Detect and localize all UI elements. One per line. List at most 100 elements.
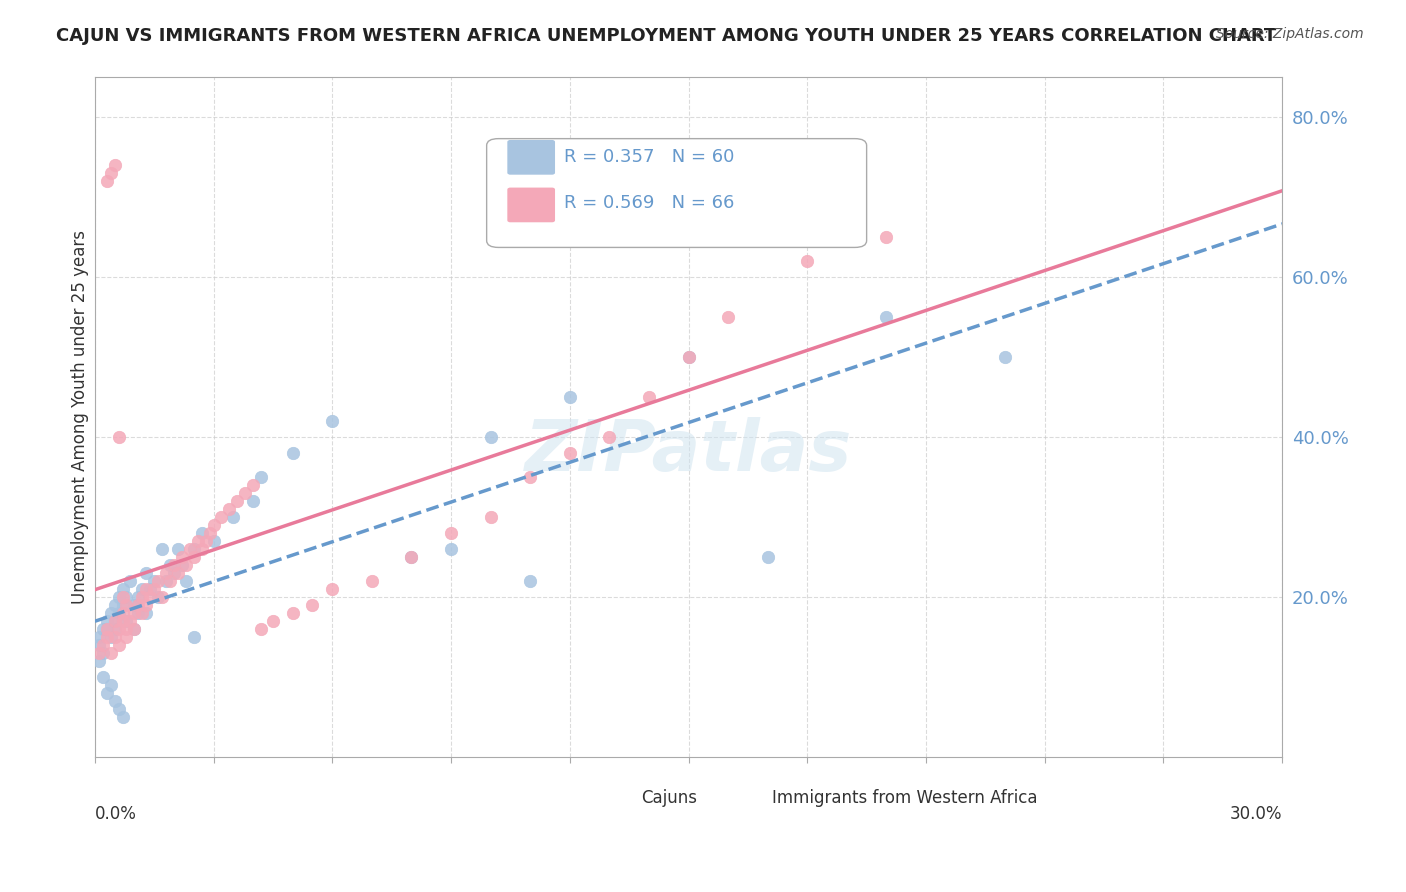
Point xyxy=(179,542,201,557)
Point xyxy=(124,623,146,637)
Point xyxy=(115,623,138,637)
Point xyxy=(440,526,463,541)
Text: ZIPatlas: ZIPatlas xyxy=(524,417,852,486)
Point xyxy=(120,615,142,629)
Point xyxy=(107,639,129,653)
FancyBboxPatch shape xyxy=(508,188,554,221)
Point xyxy=(103,615,125,629)
FancyBboxPatch shape xyxy=(602,786,638,811)
Point xyxy=(111,599,134,613)
Point xyxy=(107,623,129,637)
Point xyxy=(135,566,157,581)
Point xyxy=(100,647,122,661)
Point xyxy=(678,351,700,365)
Point xyxy=(202,518,225,533)
Point xyxy=(139,582,162,597)
Point xyxy=(96,623,118,637)
Point xyxy=(401,550,423,565)
Point xyxy=(159,574,181,589)
Point xyxy=(103,615,125,629)
Point xyxy=(100,678,122,692)
Point xyxy=(875,230,897,244)
Point xyxy=(115,615,138,629)
Point xyxy=(994,351,1017,365)
Point xyxy=(146,591,169,605)
Point xyxy=(301,599,323,613)
Point xyxy=(124,599,146,613)
Point xyxy=(401,550,423,565)
Point xyxy=(124,607,146,621)
Point xyxy=(150,542,173,557)
Point xyxy=(202,534,225,549)
Point xyxy=(198,526,221,541)
Point xyxy=(558,391,581,405)
Point xyxy=(111,591,134,605)
Point xyxy=(440,542,463,557)
Point xyxy=(167,542,190,557)
Point xyxy=(281,446,304,460)
Point xyxy=(183,542,205,557)
Point xyxy=(103,623,125,637)
Point xyxy=(250,623,273,637)
Point xyxy=(127,591,149,605)
Point xyxy=(242,478,264,492)
Point xyxy=(155,574,177,589)
Point xyxy=(131,582,153,597)
Point xyxy=(87,631,110,645)
Point xyxy=(479,510,502,524)
Point xyxy=(321,414,343,428)
Point xyxy=(107,430,129,444)
Point xyxy=(211,510,233,524)
Point xyxy=(143,574,166,589)
Point xyxy=(120,574,142,589)
Point xyxy=(100,631,122,645)
Point xyxy=(519,470,541,484)
Point xyxy=(96,631,118,645)
Point xyxy=(143,582,166,597)
Text: Immigrants from Western Africa: Immigrants from Western Africa xyxy=(772,789,1038,807)
Point xyxy=(146,574,169,589)
Point xyxy=(558,446,581,460)
Point xyxy=(100,607,122,621)
Point xyxy=(107,607,129,621)
Point xyxy=(115,591,138,605)
Point xyxy=(139,591,162,605)
Point xyxy=(115,631,138,645)
Point xyxy=(281,607,304,621)
Point xyxy=(107,591,129,605)
Point xyxy=(170,550,193,565)
Point xyxy=(519,574,541,589)
Point xyxy=(115,599,138,613)
Point xyxy=(183,550,205,565)
Point xyxy=(183,631,205,645)
Point xyxy=(135,607,157,621)
Point xyxy=(638,391,661,405)
Point xyxy=(103,694,125,708)
Point xyxy=(91,639,114,653)
Point xyxy=(111,607,134,621)
Point xyxy=(218,502,240,516)
Point xyxy=(96,623,118,637)
Point xyxy=(111,582,134,597)
Point xyxy=(321,582,343,597)
Point xyxy=(103,631,125,645)
Point xyxy=(360,574,382,589)
Point xyxy=(87,654,110,668)
Point xyxy=(135,599,157,613)
Point xyxy=(91,647,114,661)
Point xyxy=(96,174,118,188)
Point xyxy=(242,494,264,508)
Point xyxy=(678,351,700,365)
Point xyxy=(756,550,779,565)
Point xyxy=(91,623,114,637)
Text: R = 0.357   N = 60: R = 0.357 N = 60 xyxy=(564,148,734,166)
Point xyxy=(174,574,197,589)
Point xyxy=(479,430,502,444)
Point xyxy=(796,254,818,268)
Y-axis label: Unemployment Among Youth under 25 years: Unemployment Among Youth under 25 years xyxy=(72,230,89,605)
Point xyxy=(174,558,197,573)
FancyBboxPatch shape xyxy=(486,138,866,247)
Text: 30.0%: 30.0% xyxy=(1230,805,1282,823)
Point xyxy=(131,591,153,605)
Text: 0.0%: 0.0% xyxy=(94,805,136,823)
